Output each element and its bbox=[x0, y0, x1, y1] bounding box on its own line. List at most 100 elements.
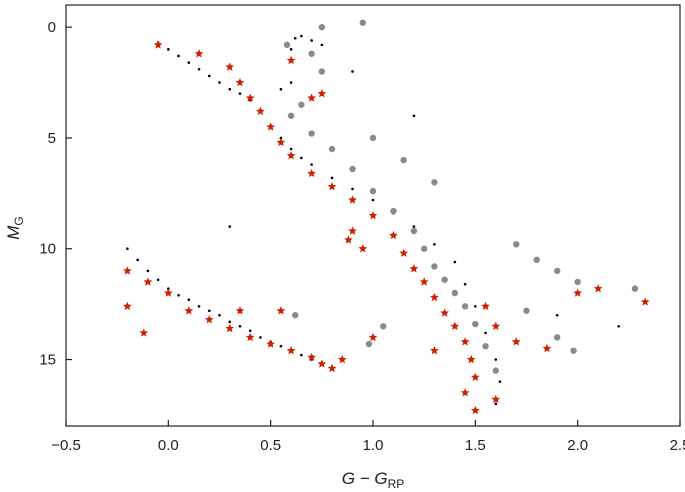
point-circle bbox=[400, 156, 407, 164]
series-circle bbox=[283, 19, 639, 374]
point-star bbox=[204, 315, 214, 324]
point-star bbox=[481, 301, 490, 311]
point-dot bbox=[320, 43, 324, 47]
point-star bbox=[368, 332, 378, 342]
point-star bbox=[225, 323, 235, 333]
y-tick-label: 15 bbox=[39, 352, 56, 369]
point-star bbox=[470, 405, 480, 415]
point-star bbox=[184, 306, 194, 315]
point-circle bbox=[328, 145, 336, 153]
point-dot bbox=[167, 48, 170, 51]
point-dot bbox=[289, 48, 293, 51]
point-star bbox=[139, 328, 149, 337]
x-tick-label: 0.0 bbox=[158, 437, 179, 454]
y-tick-label: 10 bbox=[39, 241, 56, 258]
point-star bbox=[276, 306, 286, 315]
point-dot bbox=[289, 147, 293, 151]
point-star bbox=[123, 266, 132, 275]
point-star bbox=[491, 394, 501, 404]
point-circle bbox=[451, 289, 459, 297]
point-dot bbox=[238, 92, 242, 95]
point-dot bbox=[617, 324, 620, 328]
point-circle bbox=[292, 312, 299, 319]
point-dot bbox=[412, 114, 416, 118]
point-star bbox=[389, 230, 398, 240]
point-star bbox=[440, 308, 450, 317]
point-circle bbox=[283, 41, 291, 49]
point-star bbox=[163, 288, 173, 297]
x-tick-label: 1.5 bbox=[465, 437, 486, 454]
point-star bbox=[317, 359, 327, 368]
point-star bbox=[511, 337, 521, 346]
point-star bbox=[235, 77, 245, 87]
point-dot bbox=[259, 336, 262, 339]
point-dot bbox=[412, 225, 416, 228]
point-dot bbox=[177, 293, 180, 297]
point-circle bbox=[482, 343, 489, 350]
point-circle bbox=[318, 68, 326, 75]
point-circle bbox=[533, 256, 540, 264]
point-dot bbox=[177, 54, 180, 58]
point-dot bbox=[310, 39, 313, 42]
point-circle bbox=[365, 340, 373, 348]
point-circle bbox=[308, 130, 315, 137]
point-dot bbox=[474, 305, 477, 308]
point-star bbox=[460, 388, 470, 397]
point-dot bbox=[126, 247, 129, 251]
x-tick-label: −0.5 bbox=[51, 437, 81, 454]
tick-labels: −0.5 0.0 0.5 1.0 1.5 2.0 2.5 0 5 10 15 bbox=[39, 19, 685, 454]
point-star bbox=[194, 49, 204, 58]
point-dot bbox=[351, 187, 354, 191]
point-dot bbox=[453, 260, 457, 264]
point-circle bbox=[574, 278, 581, 286]
point-star bbox=[348, 226, 357, 235]
point-circle bbox=[492, 367, 499, 374]
point-star bbox=[491, 321, 501, 331]
point-dot bbox=[146, 269, 150, 273]
x-tick-label: 2.0 bbox=[567, 437, 588, 454]
point-circle bbox=[441, 276, 448, 283]
point-dot bbox=[218, 313, 221, 317]
point-dot bbox=[279, 344, 283, 348]
point-star bbox=[143, 277, 153, 286]
point-star bbox=[235, 306, 245, 315]
point-dot bbox=[484, 331, 487, 335]
y-tick-label: 5 bbox=[48, 130, 56, 147]
point-circle bbox=[369, 134, 377, 142]
data-points bbox=[123, 19, 650, 415]
point-circle bbox=[554, 334, 561, 341]
point-circle bbox=[472, 320, 479, 328]
point-dot bbox=[187, 298, 191, 302]
point-circle bbox=[431, 179, 438, 186]
point-star bbox=[337, 354, 347, 364]
point-dot bbox=[300, 34, 303, 38]
point-dot bbox=[207, 309, 211, 313]
point-dot bbox=[293, 36, 297, 40]
point-circle bbox=[380, 323, 387, 330]
point-dot bbox=[463, 282, 467, 286]
point-dot bbox=[218, 81, 221, 84]
point-dot bbox=[197, 67, 201, 71]
point-circle bbox=[359, 19, 366, 26]
point-star bbox=[358, 244, 368, 253]
point-circle bbox=[570, 347, 577, 354]
point-star bbox=[409, 264, 419, 273]
point-star bbox=[470, 372, 480, 381]
point-dot bbox=[238, 324, 242, 328]
point-dot bbox=[156, 278, 160, 282]
point-circle bbox=[631, 285, 639, 292]
point-circle bbox=[349, 165, 356, 173]
point-dot bbox=[351, 70, 354, 73]
point-circle bbox=[420, 245, 428, 252]
point-star bbox=[245, 93, 255, 102]
point-dot bbox=[498, 380, 502, 383]
point-dot bbox=[279, 87, 283, 91]
point-dot bbox=[555, 313, 559, 317]
point-star bbox=[573, 288, 583, 297]
point-star bbox=[430, 346, 439, 355]
point-circle bbox=[390, 207, 397, 215]
point-dot bbox=[207, 74, 211, 78]
point-star bbox=[593, 284, 603, 293]
point-dot bbox=[197, 305, 201, 308]
